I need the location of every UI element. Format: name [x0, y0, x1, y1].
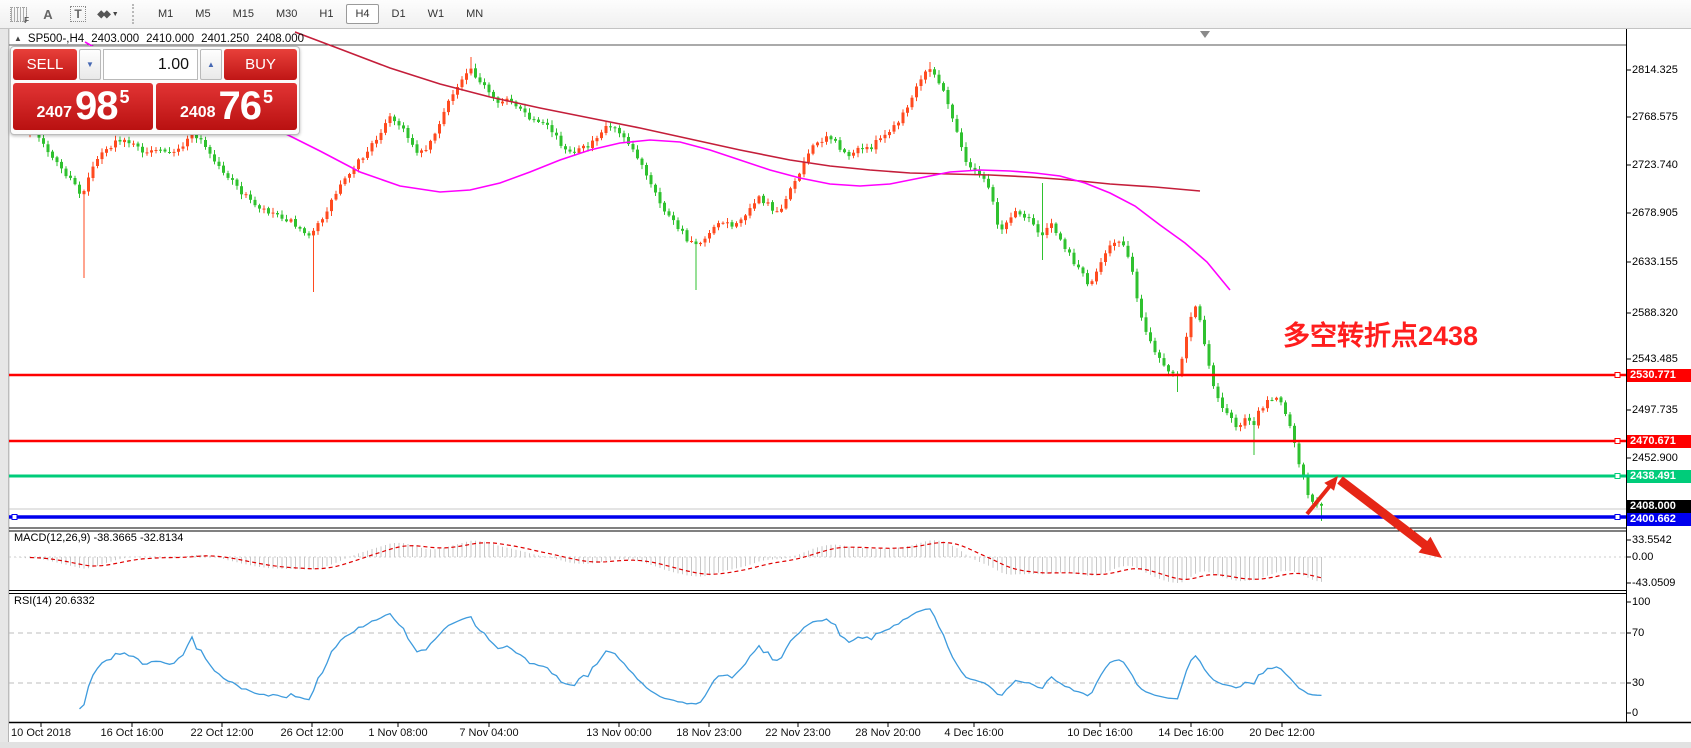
window-bottom-frame — [0, 742, 1691, 748]
axis-tick-label: 33.5542 — [1632, 534, 1672, 546]
axis-tick-label: 2497.735 — [1632, 404, 1678, 416]
axis-tick-label: 100 — [1632, 596, 1651, 608]
sell-button[interactable]: SELL — [13, 49, 77, 80]
time-tick-label: 1 Nov 08:00 — [368, 727, 428, 739]
time-tick-label: 4 Dec 16:00 — [944, 727, 1004, 739]
grid-f-icon-glyph — [9, 6, 27, 22]
axis-tick-label: 2768.575 — [1632, 111, 1678, 123]
time-tick-label: 13 Nov 00:00 — [586, 727, 652, 739]
timeframe-mn[interactable]: MN — [466, 8, 484, 20]
timeframe-m15[interactable]: M15 — [232, 8, 254, 20]
axis-tick-label: 2543.485 — [1632, 353, 1678, 365]
volume-increase-button[interactable]: ▲ — [200, 49, 222, 80]
time-tick-label: 22 Oct 12:00 — [190, 727, 254, 739]
one-click-trading-panel: SELL ▼ ▲ BUY 2407 98 5 2408 76 5 — [10, 46, 300, 135]
price-badge: 2530.771 — [1627, 369, 1691, 382]
letter-a-icon[interactable]: A — [36, 3, 60, 25]
time-tick-label: 10 Oct 2018 — [11, 727, 71, 739]
text-tool-icon-label: T — [70, 6, 86, 22]
diamonds-icon-glyph: ◆◆ — [97, 8, 110, 20]
axis-tick-label: 2588.320 — [1632, 307, 1678, 319]
ohlc-low: 2401.250 — [201, 33, 250, 45]
grid-f-icon[interactable]: F — [6, 3, 30, 25]
time-tick-label: 26 Oct 12:00 — [280, 727, 344, 739]
ask-price-sup: 5 — [263, 87, 274, 107]
axis-tick-label: 0.00 — [1632, 551, 1654, 563]
ask-price-box[interactable]: 2408 76 5 — [156, 83, 297, 130]
grid-f-icon-label: F — [24, 16, 29, 25]
price-badge: 2400.662 — [1627, 513, 1691, 526]
timeframe-m1[interactable]: M1 — [158, 8, 174, 20]
time-tick-label: 18 Nov 23:00 — [676, 727, 742, 739]
bid-price-big: 98 — [75, 84, 118, 128]
toolbar-separator — [132, 4, 139, 24]
price-badge: 2470.671 — [1627, 435, 1691, 448]
time-tick-label: 20 Dec 12:00 — [1249, 727, 1315, 739]
time-tick-label: 10 Dec 16:00 — [1067, 727, 1133, 739]
time-tick-label: 14 Dec 16:00 — [1158, 727, 1224, 739]
axis-tick-label: 30 — [1632, 677, 1645, 689]
ohlc-high: 2410.000 — [146, 33, 195, 45]
bid-price-box[interactable]: 2407 98 5 — [13, 83, 153, 130]
toolbar: F A T ◆◆ ▼ M1 M5 M15 M30 H1 H4 D1 W1 MN — [0, 0, 1691, 29]
ohlc-close: 2408.000 — [256, 33, 305, 45]
time-tick-label: 7 Nov 04:00 — [459, 727, 519, 739]
ask-price-big: 76 — [218, 84, 262, 128]
timeframe-d1[interactable]: D1 — [391, 8, 406, 20]
bid-price-sup: 5 — [119, 87, 130, 107]
timeframe-h4[interactable]: H4 — [346, 4, 379, 24]
chevron-down-icon: ▼ — [111, 10, 119, 18]
timeframe-m5[interactable]: M5 — [195, 8, 211, 20]
rsi-label: RSI(14) 20.6332 — [14, 595, 95, 607]
chart-header: ▲ SP500-,H4 2403.000 2410.000 2401.250 2408.0… — [14, 33, 304, 45]
axis-tick-label: 2723.740 — [1632, 159, 1678, 171]
diamonds-dropdown-icon[interactable]: ◆◆ ▼ — [96, 3, 120, 25]
axis-tick-label: 0 — [1632, 707, 1639, 719]
macd-label: MACD(12,26,9) -38.3665 -32.8134 — [14, 532, 184, 544]
volume-input[interactable] — [103, 49, 198, 80]
timeframe-h1[interactable]: H1 — [319, 8, 334, 20]
axis-tick-label: 2814.325 — [1632, 64, 1678, 76]
chart-canvas[interactable] — [9, 29, 1691, 742]
axis-tick-label: 2633.155 — [1632, 256, 1678, 268]
buy-button[interactable]: BUY — [224, 49, 297, 80]
price-badge: 2408.000 — [1627, 500, 1691, 513]
text-tool-icon[interactable]: T — [66, 3, 90, 25]
time-tick-label: 16 Oct 16:00 — [100, 727, 164, 739]
time-tick-label: 22 Nov 23:00 — [765, 727, 831, 739]
price-badge: 2438.491 — [1627, 470, 1691, 483]
axis-tick-label: -43.0509 — [1632, 577, 1676, 589]
axis-tick-label: 2678.905 — [1632, 207, 1678, 219]
time-tick-label: 28 Nov 20:00 — [855, 727, 921, 739]
volume-decrease-button[interactable]: ▼ — [79, 49, 101, 80]
symbol-period-label: SP500-,H4 — [27, 33, 85, 45]
window-left-frame — [0, 28, 9, 748]
bid-price-small: 2407 — [36, 103, 73, 121]
letter-a-icon-label: A — [43, 6, 53, 22]
axis-tick-label: 2452.900 — [1632, 452, 1678, 464]
timeframe-w1[interactable]: W1 — [427, 8, 445, 20]
annotation-text[interactable]: 多空转折点2438 — [1283, 321, 1479, 351]
ohlc-open: 2403.000 — [91, 33, 140, 45]
ask-price-small: 2408 — [179, 103, 216, 121]
axis-tick-label: 70 — [1632, 627, 1645, 639]
chart-collapse-icon[interactable]: ▲ — [14, 34, 22, 43]
timeframe-bar: M1 M5 M15 M30 H1 H4 D1 W1 MN — [147, 4, 494, 24]
timeframe-m30[interactable]: M30 — [275, 8, 298, 20]
